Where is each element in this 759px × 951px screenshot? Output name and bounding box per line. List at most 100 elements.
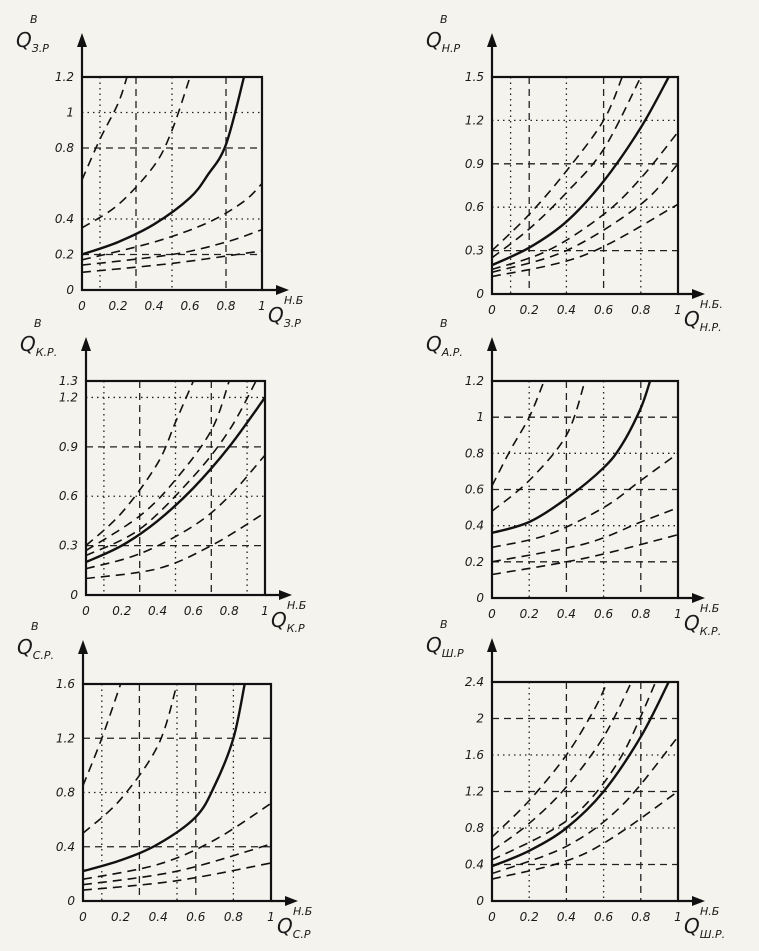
y-tick-label: 1.6: [56, 677, 75, 691]
x-tick-label: 1: [674, 607, 682, 621]
y-axis-label-superscript: В: [440, 618, 448, 631]
x-tick-label: 0.6: [594, 910, 613, 924]
chart-4: 0 0.2 0.4 0.6 0.8 1 0 0.2 0.4 0.6 0.8 1 1.2 QА.Р. В QК.…: [426, 317, 721, 638]
x-axis-label-superscript: Н.Б.: [700, 298, 723, 311]
x-tick-label: 0.6: [184, 604, 203, 618]
y-tick-label: 0.3: [465, 244, 484, 258]
y-tick-label: 0.4: [465, 519, 484, 533]
y-axis-arrow: [77, 33, 87, 47]
x-tick-label: 1: [258, 299, 266, 313]
y-tick-label: 0: [67, 894, 75, 908]
y-axis-arrow: [487, 337, 497, 351]
x-tick-label: 0: [79, 910, 87, 924]
x-axis-label: QС.Р: [277, 914, 311, 941]
y-tick-label: 0.4: [55, 212, 74, 226]
curve-dashed: [492, 682, 609, 838]
x-tick-label: 0.4: [557, 910, 576, 924]
y-tick-label: 1.2: [59, 390, 78, 404]
curve-dashed: [492, 790, 678, 880]
curve-dashed: [492, 77, 642, 259]
x-tick-label: 1: [674, 303, 682, 317]
y-tick-label: 1: [66, 106, 74, 120]
curve-dashed: [86, 381, 195, 547]
x-tick-label: 0.4: [557, 607, 576, 621]
plot-frame: [80, 75, 264, 292]
y-axis-label: QЗ.Р: [16, 28, 49, 55]
x-tick-label: 0.4: [144, 299, 163, 313]
x-tick-label: 0: [488, 607, 496, 621]
x-axis-label: QН.Р.: [684, 307, 722, 334]
y-tick-label: 2.4: [465, 675, 484, 689]
plot-frame: [490, 379, 680, 600]
x-axis-arrow: [276, 285, 289, 295]
y-tick-label: 0.8: [56, 786, 75, 800]
curve-dashed: [86, 381, 257, 557]
curve-dashed: [82, 77, 128, 181]
x-tick-label: 0.4: [148, 604, 167, 618]
x-tick-label: 0.4: [149, 910, 168, 924]
y-axis-label: QШ.Р: [426, 633, 464, 660]
x-axis-label: QШ.Р.: [684, 914, 725, 941]
y-tick-label: 0: [476, 591, 484, 605]
y-tick-label: 0: [66, 283, 74, 297]
x-axis-arrow: [692, 289, 705, 299]
x-axis-label: QЗ.Р: [268, 303, 301, 330]
y-tick-label: 1.2: [465, 113, 484, 127]
x-axis-arrow: [285, 896, 298, 906]
curve-dashed: [492, 77, 623, 252]
x-tick-label: 1: [674, 910, 682, 924]
x-tick-label: 0.8: [216, 299, 235, 313]
curve-dashed: [492, 682, 657, 861]
curve-dashed: [492, 203, 678, 278]
y-axis-label: QС.Р.: [17, 635, 54, 662]
y-tick-label: 0.6: [465, 483, 484, 497]
curve-dashed: [83, 843, 271, 886]
y-tick-label: 1.2: [465, 374, 484, 388]
y-tick-label: 2: [476, 712, 484, 726]
y-tick-label: 0: [476, 287, 484, 301]
x-tick-label: 0.8: [631, 910, 650, 924]
y-axis-label-superscript: В: [440, 317, 448, 330]
chart-6: 0 0.2 0.4 0.6 0.8 1 0 0.4 0.8 1.2 1.6 2 2.4 QШ.Р В QШ.Р…: [426, 618, 725, 941]
x-axis-label-superscript: Н.Б: [287, 599, 306, 612]
x-tick-label: 0: [488, 910, 496, 924]
y-tick-label: 0.8: [465, 821, 484, 835]
y-axis-arrow: [78, 640, 88, 654]
y-tick-label: 0.9: [465, 157, 484, 171]
x-axis-arrow: [692, 896, 705, 906]
x-axis-label-superscript: Н.Б: [700, 905, 719, 918]
x-tick-label: 1: [267, 910, 275, 924]
y-axis-label: QН.Р: [426, 28, 461, 55]
x-tick-label: 0.8: [631, 303, 650, 317]
x-tick-label: 0.2: [111, 910, 130, 924]
curve-dashed: [82, 250, 262, 274]
curve-dashed: [492, 381, 586, 512]
y-tick-label: 0.3: [59, 539, 78, 553]
x-axis-label: QК.Р: [271, 608, 305, 635]
y-tick-label: 1.2: [56, 731, 75, 745]
plot-frame: [490, 75, 680, 296]
chart-2: 0 0.2 0.4 0.6 0.8 1 0 0.3 0.6 0.9 1.2 1.5 QН.Р В QН.Р.…: [426, 13, 723, 334]
y-tick-label: 0.4: [56, 840, 75, 854]
chart-3: 0 0.2 0.4 0.6 0.8 1 0 0.3 0.6 0.9 1.2 1.3 QК.Р. В QК.Р…: [20, 317, 306, 635]
plot-frame: [490, 680, 680, 903]
curve-dashed: [492, 682, 633, 852]
curve-dashed: [83, 862, 271, 891]
x-axis-label-superscript: Н.Б: [284, 294, 303, 307]
y-axis-arrow: [487, 33, 497, 47]
curve-dashed: [492, 736, 678, 875]
x-tick-label: 0.8: [224, 910, 243, 924]
curve-dashed: [83, 684, 178, 834]
y-tick-label: 0.8: [55, 141, 74, 155]
y-axis-label-superscript: В: [30, 13, 38, 26]
x-tick-label: 0.6: [594, 607, 613, 621]
x-axis-label-superscript: Н.Б: [700, 602, 719, 615]
y-tick-label: 0.2: [465, 555, 484, 569]
x-tick-label: 0: [82, 604, 90, 618]
y-tick-label: 1.5: [465, 70, 484, 84]
y-tick-label: 0.6: [465, 200, 484, 214]
curve-dashed: [86, 454, 265, 570]
x-tick-label: 0.2: [520, 303, 539, 317]
